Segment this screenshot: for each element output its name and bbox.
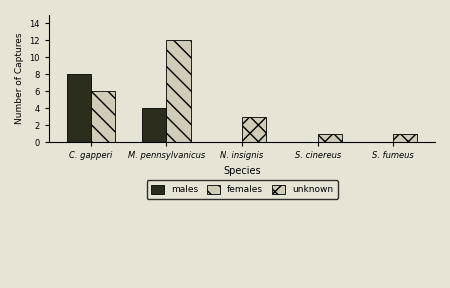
Legend: males, females, unknown: males, females, unknown [147,180,338,199]
Bar [142,108,166,142]
X-axis label: Species: Species [223,166,261,176]
Bar [91,91,115,142]
Bar [242,117,266,142]
Bar [393,134,418,142]
Y-axis label: Number of Captures: Number of Captures [15,33,24,124]
Bar [318,134,342,142]
Bar [67,74,91,142]
Bar [166,40,191,142]
